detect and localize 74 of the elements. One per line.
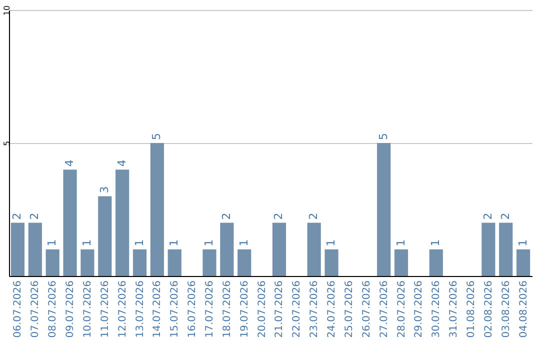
bar (482, 222, 496, 276)
bar (202, 249, 216, 276)
bar (10, 222, 25, 276)
x-tick-label: 20.07.2026 (256, 280, 268, 338)
data-label: 1 (237, 239, 250, 246)
x-tick-label: 19.07.2026 (239, 280, 250, 338)
data-label: 1 (168, 239, 181, 246)
data-label: 1 (516, 239, 530, 246)
bar (220, 222, 234, 276)
bar (394, 249, 408, 276)
bar (80, 249, 94, 276)
data-label: 2 (10, 212, 24, 220)
data-label: 4 (63, 160, 76, 167)
x-tick-label: 14.07.2026 (152, 280, 164, 338)
x-tick-label: 09.07.2026 (65, 280, 76, 338)
data-label: 5 (150, 133, 164, 140)
x-tick-label: 27.07.2026 (378, 280, 390, 338)
x-tick-label: 04.08.2026 (518, 280, 530, 338)
bar (98, 196, 112, 276)
data-label: 1 (46, 239, 59, 246)
data-label: 2 (220, 212, 233, 220)
x-tick-label: 29.07.2026 (414, 280, 425, 338)
x-tick-label: 10.07.2026 (82, 280, 94, 338)
x-tick-label: 11.07.2026 (100, 280, 111, 338)
data-label: 1 (324, 239, 338, 246)
data-label: 2 (307, 212, 320, 220)
x-tick-label: 21.07.2026 (274, 280, 286, 338)
bar (307, 222, 321, 276)
bar (516, 249, 530, 276)
x-tick-label: 18.07.2026 (222, 280, 233, 338)
bar (116, 170, 130, 276)
bar (377, 143, 391, 276)
data-label: 5 (376, 133, 390, 140)
bar (324, 249, 338, 276)
data-label: 2 (498, 212, 512, 220)
x-tick-label: 31.07.2026 (448, 280, 460, 338)
bar (132, 249, 147, 276)
bar (499, 222, 513, 276)
x-tick-label: 23.07.2026 (309, 280, 320, 338)
bar (150, 143, 164, 276)
data-label: 1 (80, 239, 94, 246)
x-tick-label: 08.07.2026 (48, 280, 59, 338)
x-tick-label: 12.07.2026 (117, 280, 128, 338)
x-tick-label: 24.07.2026 (326, 280, 338, 338)
bar (46, 249, 60, 276)
data-label: 2 (481, 212, 494, 220)
x-tick-label: 30.07.2026 (431, 280, 442, 338)
x-tick-label: 16.07.2026 (187, 280, 198, 338)
x-tick-label: 13.07.2026 (134, 280, 146, 338)
x-tick-label: 01.08.2026 (466, 280, 477, 338)
x-tick-label: 03.08.2026 (500, 280, 512, 338)
data-label: 2 (28, 212, 42, 220)
x-tick-label: 26.07.2026 (361, 280, 372, 338)
x-tick-label: 15.07.2026 (170, 280, 181, 338)
x-tick-label: 28.07.2026 (396, 280, 408, 338)
x-tick-label: 07.07.2026 (30, 280, 42, 338)
data-label: 1 (394, 239, 408, 246)
x-tick-label: 25.07.2026 (344, 280, 355, 338)
x-tick-label: 06.07.2026 (12, 280, 24, 338)
bar (272, 222, 286, 276)
data-label: 1 (429, 239, 442, 246)
x-tick-label: 02.08.2026 (483, 280, 494, 338)
bar (168, 249, 182, 276)
bar (429, 249, 443, 276)
data-label: 2 (272, 212, 286, 220)
bar (28, 222, 42, 276)
x-tick-label: 22.07.2026 (292, 280, 303, 338)
data-label: 1 (132, 239, 146, 246)
bar (238, 249, 252, 276)
data-label: 4 (115, 160, 128, 167)
x-tick-label: 17.07.2026 (204, 280, 216, 338)
bar (63, 170, 77, 276)
data-label: 1 (202, 239, 216, 246)
data-label: 3 (98, 186, 111, 194)
